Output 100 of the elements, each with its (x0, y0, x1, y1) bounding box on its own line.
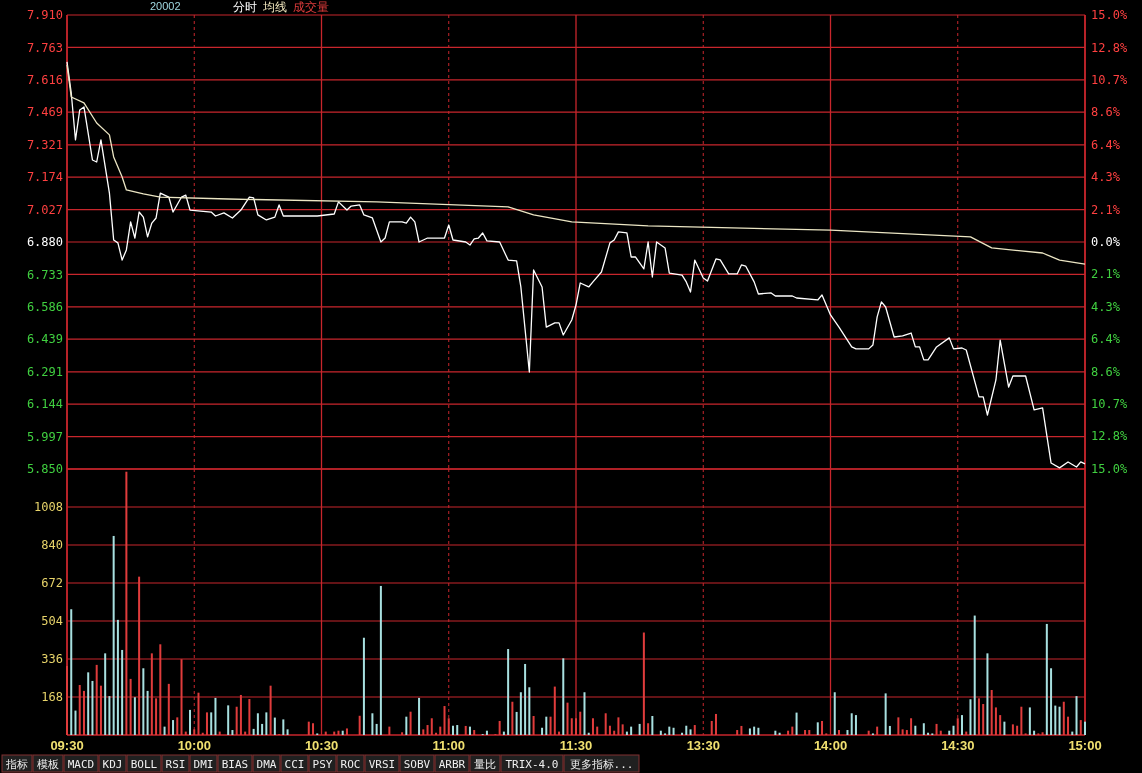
bar (710, 720, 713, 735)
bar (269, 685, 272, 735)
bar (528, 687, 531, 735)
bar (388, 726, 391, 735)
bar (227, 705, 230, 735)
bar (286, 729, 289, 735)
bar (1003, 721, 1006, 735)
bar (422, 729, 425, 735)
bar (808, 730, 811, 735)
bar (121, 649, 124, 735)
bar (1045, 623, 1048, 735)
text: KDJ (102, 758, 123, 771)
bar (986, 653, 989, 735)
chart-title: 20002 (150, 0, 181, 12)
bar (1058, 706, 1061, 735)
y-tick-label: 7.910 (26, 8, 63, 23)
bar (956, 718, 959, 735)
bar (235, 706, 238, 735)
bar (685, 725, 688, 735)
bar (740, 725, 743, 735)
bar (87, 672, 90, 735)
bar (532, 716, 535, 735)
bar (231, 730, 234, 735)
bar (922, 723, 925, 735)
bar (1062, 701, 1065, 735)
y-tick-label: 6.586 (26, 299, 63, 314)
bar (553, 686, 556, 735)
bar (960, 715, 963, 735)
bar (977, 698, 980, 735)
bar (910, 718, 913, 735)
bar (261, 723, 264, 735)
bar (816, 722, 819, 735)
bar (193, 729, 196, 735)
y2-tick-label: 10.7% (1091, 397, 1128, 412)
bar (519, 692, 522, 735)
bar (693, 725, 696, 735)
bar (973, 615, 976, 735)
bar (129, 678, 132, 735)
text: 更多指标... (569, 758, 634, 771)
text: 指标 (5, 758, 28, 771)
bar (142, 668, 145, 735)
bar (541, 727, 544, 735)
bar (1020, 706, 1023, 735)
bar (371, 713, 374, 735)
bar (1084, 721, 1086, 735)
y-tick-label: 672 (41, 576, 63, 591)
text: ROC (340, 758, 361, 771)
bar (426, 725, 429, 735)
y2-tick-label: 10.7% (1091, 73, 1128, 88)
y2-tick-label: 15.0% (1091, 8, 1128, 23)
y-tick-label: 7.469 (26, 105, 63, 120)
bar (901, 729, 904, 735)
text: 成交量 (293, 0, 329, 14)
y2-tick-label: 8.6% (1091, 365, 1121, 380)
bar (104, 653, 107, 735)
y-tick-label: 7.174 (26, 170, 63, 185)
bar (952, 725, 955, 735)
bar (167, 683, 170, 735)
bar (630, 726, 633, 735)
text: DMA (256, 758, 277, 771)
bar (99, 685, 102, 735)
y-tick-label: 5.850 (26, 462, 63, 477)
bar (914, 725, 917, 735)
bar (430, 718, 433, 735)
bar (969, 699, 972, 735)
bar (1016, 725, 1019, 735)
x-tick-label: 09:30 (50, 738, 84, 753)
bar (888, 725, 891, 735)
bar (405, 716, 408, 735)
y-tick-label: 7.763 (26, 40, 63, 55)
bar (379, 585, 382, 735)
bar (159, 644, 162, 735)
bar (736, 730, 739, 735)
bar (753, 726, 756, 735)
text: BOLL (130, 758, 158, 771)
bar (990, 689, 993, 735)
y2-tick-label: 4.3% (1091, 300, 1121, 315)
bar (439, 726, 442, 735)
y2-tick-label: 15.0% (1091, 462, 1128, 477)
bar (312, 723, 315, 735)
bar (651, 716, 654, 735)
bar (197, 692, 200, 735)
bar (515, 711, 518, 735)
bar (155, 698, 158, 735)
y-tick-label: 6.439 (26, 332, 63, 347)
bar (91, 680, 94, 735)
bar (748, 728, 751, 735)
bar (150, 653, 153, 735)
bar (345, 728, 348, 735)
text: DMI (193, 758, 214, 771)
bar (804, 730, 807, 735)
bar (935, 723, 938, 735)
bar (1079, 720, 1082, 735)
bar (163, 726, 166, 735)
y2-tick-label: 8.6% (1091, 105, 1121, 120)
bar (1028, 707, 1031, 735)
y2-tick-label: 12.8% (1091, 41, 1128, 56)
y2-tick-label: 0.0% (1091, 235, 1121, 250)
bar (138, 576, 141, 735)
y2-tick-label: 6.4% (1091, 138, 1121, 153)
